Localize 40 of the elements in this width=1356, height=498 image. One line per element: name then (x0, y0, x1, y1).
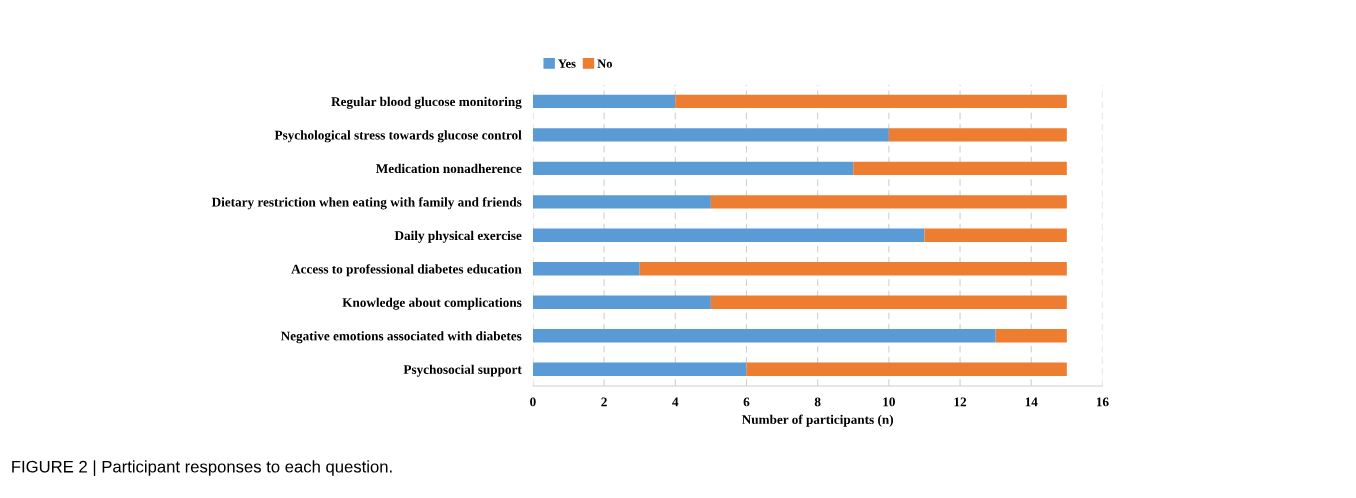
bar (675, 94, 1067, 109)
x-tick-label: 10 (883, 397, 895, 407)
x-tick-label: 14 (1025, 397, 1038, 407)
bar (532, 94, 676, 109)
bar (532, 362, 747, 376)
x-tick-label: 8 (814, 397, 821, 407)
x-tick-label: 2 (601, 397, 607, 407)
bar (710, 295, 1067, 309)
y-tick-label: Psychological stress towards glucose control (274, 130, 522, 143)
x-tick-label: 16 (1096, 397, 1109, 407)
y-tick-label: Regular blood glucose monitoring (331, 96, 522, 109)
x-tick-label: 6 (743, 397, 750, 407)
x-tick-label: 4 (672, 397, 679, 407)
y-tick-label: Negative emotions associated with diabetes (280, 331, 522, 344)
x-axis-title: Number of participants (n) (741, 414, 894, 427)
y-tick-label: Dietary restriction when eating with family and friends (211, 197, 522, 210)
bar (532, 228, 925, 242)
y-tick-label: Daily physical exercise (394, 230, 522, 243)
y-tick-label: Access to professional diabetes education (291, 264, 522, 277)
legend-label: Yes (558, 59, 576, 68)
bar (532, 195, 711, 209)
bar (888, 128, 1067, 142)
y-tick-label: Medication nonadherence (376, 163, 522, 174)
bar (995, 329, 1067, 343)
bar (532, 161, 854, 176)
x-tick-label: 0 (530, 397, 536, 407)
bar (532, 329, 996, 343)
bar (639, 262, 1067, 276)
bar (853, 161, 1067, 176)
bar (532, 128, 889, 142)
caption: FIGURE 2 | Participant responses to each question. (12, 460, 392, 476)
bar (532, 295, 711, 309)
bar (746, 362, 1067, 376)
legend-label: No (597, 59, 613, 68)
y-tick-label: Knowledge about complications (342, 297, 522, 310)
y-tick-label: Psychosocial support (403, 364, 522, 377)
x-tick-label: 12 (954, 397, 967, 407)
bar (532, 262, 640, 276)
bar (924, 228, 1067, 242)
bar (710, 195, 1067, 209)
